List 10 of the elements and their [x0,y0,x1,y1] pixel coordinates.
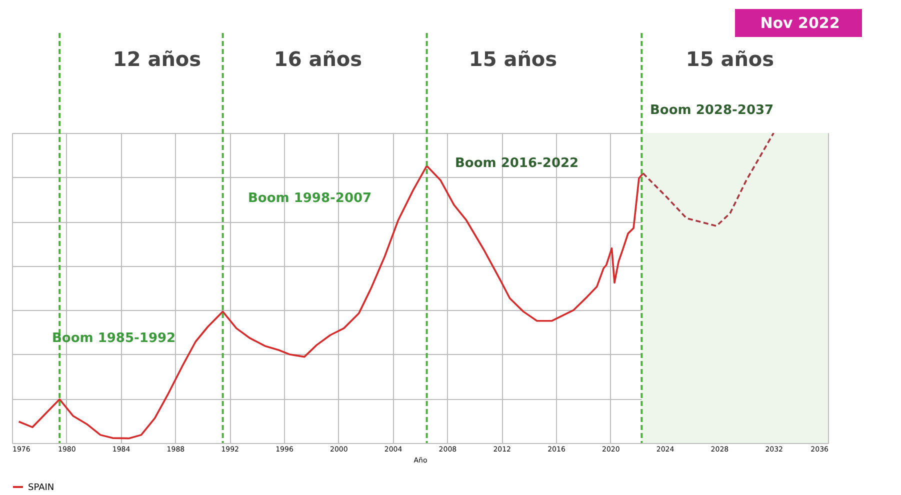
annotation: Boom 1985-1992 [52,331,176,346]
legend-label: SPAIN [28,483,54,493]
annotation: Boom 1998-2007 [248,191,372,206]
text: 15 años [468,47,558,71]
text: 16 años [274,47,362,71]
text: 12 años [112,47,202,71]
text: 15 años [686,47,774,71]
text: Boom 2028-2037 [650,103,774,118]
text: Nov 2022 [760,14,840,32]
annotation: Boom 2016-2022 [455,156,579,171]
